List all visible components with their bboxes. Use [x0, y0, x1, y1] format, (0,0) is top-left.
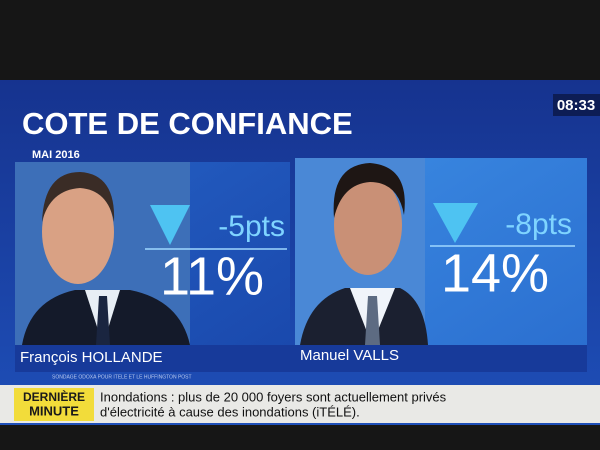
name: Manuel VALLS	[300, 347, 399, 364]
name: François HOLLANDE	[20, 349, 163, 366]
hair	[333, 163, 405, 218]
ticker-label: MINUTE	[29, 403, 79, 418]
source: SONDAGE ODOXA POUR ITELE ET LE HUFFINGTO…	[52, 374, 192, 380]
score: 14%	[441, 243, 549, 303]
name-bar	[15, 345, 587, 372]
date: MAI 2016	[32, 149, 80, 161]
change: -5pts	[218, 210, 285, 243]
head	[334, 175, 402, 275]
head	[42, 180, 114, 284]
change: -8pts	[505, 208, 572, 241]
ticker-text: d'électricité à cause des inondations (i…	[100, 404, 360, 419]
clock: 08:33	[557, 97, 595, 114]
down-arrow	[150, 205, 190, 245]
ticker-label-box	[14, 388, 94, 421]
hair	[42, 172, 115, 222]
ticker-text: Inondations : plus de 20 000 foyers sont…	[100, 389, 447, 404]
ticker-label: DERNIÈRE	[23, 389, 85, 404]
score: 11%	[160, 246, 264, 306]
tie	[365, 296, 380, 345]
clock-box	[553, 94, 600, 116]
title: COTE DE CONFIANCE	[22, 106, 353, 141]
ticker-bar	[0, 385, 600, 423]
tie	[96, 296, 110, 345]
down-arrow	[433, 203, 478, 243]
